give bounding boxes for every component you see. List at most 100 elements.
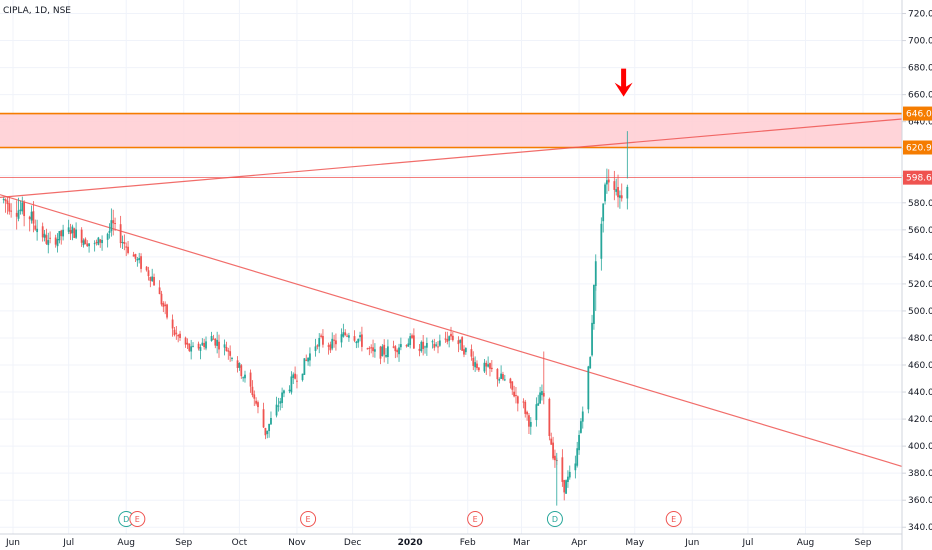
candle-body (451, 335, 454, 341)
candle-body (58, 231, 61, 241)
candle-body (192, 345, 194, 347)
candle-body (450, 333, 452, 337)
y-tick-label: 540.00 (908, 253, 932, 263)
candle-body (171, 319, 174, 329)
candle-body (576, 448, 579, 466)
candle-body (322, 335, 324, 345)
candle-body (253, 394, 256, 399)
candle-body (121, 241, 124, 243)
candle-body (392, 346, 395, 348)
candle-body (281, 392, 284, 403)
y-tick-label: 660.00 (908, 91, 932, 101)
candle-body (71, 226, 74, 234)
candle-body (425, 342, 428, 348)
candle-body (607, 179, 610, 183)
candle-body (145, 266, 148, 271)
candle-body (593, 284, 595, 324)
candle-body (88, 243, 90, 247)
candle-body (303, 358, 306, 375)
candle-body (41, 226, 44, 238)
resistance-zone (0, 113, 902, 148)
y-tick-label: 400.00 (908, 442, 932, 452)
candle-body (498, 379, 501, 381)
candle-body (613, 181, 616, 190)
event-marker (467, 511, 484, 527)
candle-body (522, 401, 525, 403)
candle-body (396, 350, 399, 353)
candle-body (409, 336, 412, 345)
candle-body (210, 336, 213, 341)
candle-body (270, 417, 272, 425)
candle-body (567, 476, 569, 482)
candle-body (190, 346, 193, 352)
candle-body (563, 480, 566, 493)
candle-body (618, 195, 621, 198)
candle-body (56, 239, 59, 247)
event-label: D (552, 515, 558, 524)
candle-body (511, 381, 514, 390)
candle-body (34, 225, 37, 230)
candles (2, 131, 629, 506)
candle-body (561, 457, 564, 482)
x-tick-label: Feb (460, 538, 476, 548)
candle-body (147, 270, 150, 277)
candle-body (537, 403, 540, 406)
candle-body (134, 254, 137, 259)
candle-body (175, 332, 178, 334)
candle-body (405, 345, 408, 347)
candle-body (43, 233, 46, 238)
candle-body (184, 337, 187, 345)
candle-body (552, 442, 554, 459)
candle-body (477, 367, 480, 371)
candle-body (309, 353, 311, 361)
candle-body (288, 389, 291, 392)
candle-body (516, 396, 519, 404)
candle-body (80, 229, 83, 243)
x-tick-label: Aug (797, 538, 815, 548)
event-marker (300, 511, 317, 527)
candle-body (149, 277, 152, 281)
candle-body (316, 345, 319, 347)
candle-body (602, 203, 605, 222)
y-tick-label: 700.00 (908, 37, 932, 47)
candle-body (463, 349, 465, 355)
candle-body (526, 411, 528, 415)
candle-body (292, 374, 295, 378)
candle-body (374, 349, 376, 352)
candle-body (589, 357, 592, 369)
candle-body (437, 346, 439, 348)
down-arrow-icon (614, 68, 633, 97)
x-tick-label: Nov (288, 538, 306, 548)
candle-body (2, 198, 5, 201)
candle-body (257, 402, 259, 408)
candle-body (153, 277, 155, 286)
candle-body (314, 346, 317, 351)
candle-body (489, 363, 491, 369)
candle-body (19, 209, 22, 211)
y-tick-label: 420.00 (908, 415, 932, 425)
candle-body (574, 463, 577, 471)
y-tick-label: 580.00 (908, 199, 932, 209)
candle-body (160, 293, 163, 305)
candle-body (279, 401, 282, 404)
candle-body (398, 347, 400, 355)
candle-body (422, 341, 425, 349)
candle-body (54, 237, 57, 245)
candle-body (201, 342, 204, 346)
candle-body (500, 373, 503, 379)
candle-body (75, 229, 77, 238)
y-tick-label: 480.00 (908, 334, 932, 344)
candle-body (214, 338, 217, 346)
candle-body (238, 363, 241, 368)
candle-body (457, 340, 460, 345)
y-axis: 340.00 360.00 380.00 400.00 420.00 440.00 460.… (901, 0, 932, 550)
candle-body (476, 363, 478, 369)
x-tick-label: May (625, 538, 644, 548)
candle-body (283, 390, 285, 394)
candle-body (370, 347, 373, 349)
candle-body (17, 210, 20, 219)
candle-body (277, 405, 280, 407)
event-label: D (123, 515, 129, 524)
candle-body (529, 421, 532, 427)
candle-body (67, 227, 70, 232)
